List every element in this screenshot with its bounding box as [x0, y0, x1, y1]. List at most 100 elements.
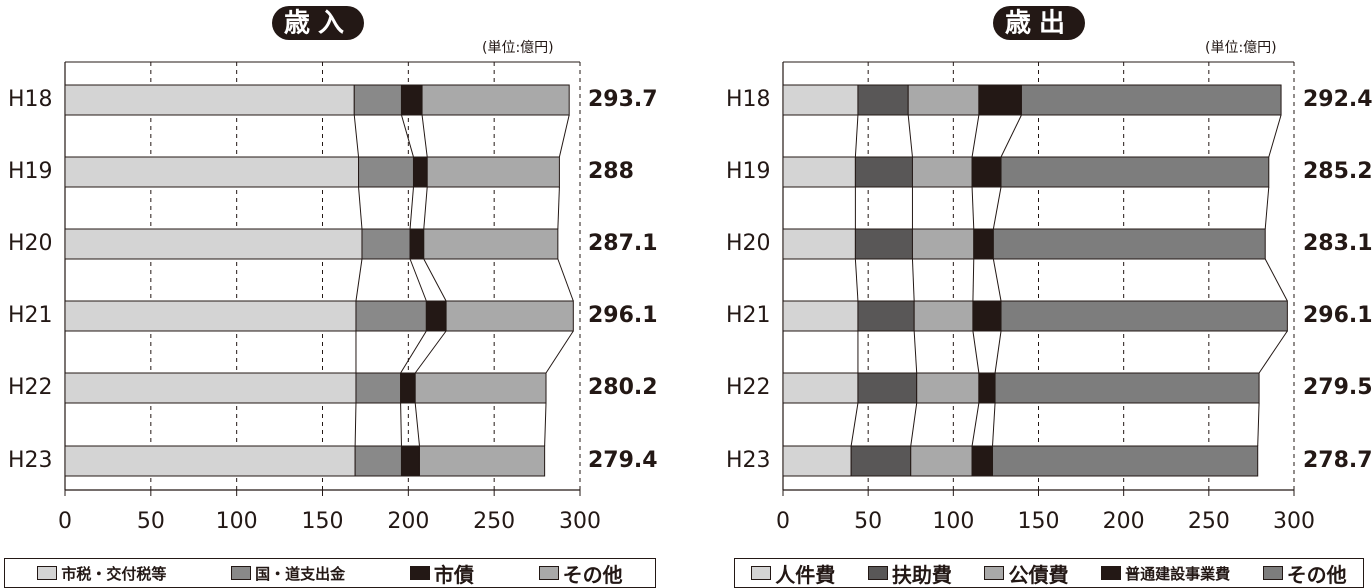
bar-segment: [1000, 156, 1270, 188]
total-label: 279.4: [588, 448, 658, 473]
connector-line: [972, 330, 980, 374]
bar-segment: [994, 372, 1260, 404]
legend-label: その他: [1286, 562, 1347, 587]
bar-segment: [911, 156, 973, 188]
connector-line: [423, 258, 447, 302]
connector-line: [1264, 186, 1270, 230]
connector-line: [414, 330, 447, 374]
category-label: H23: [726, 448, 771, 473]
connector-line: [557, 258, 574, 302]
bar-segment: [64, 84, 355, 116]
category-label: H22: [726, 375, 771, 400]
legend-swatch: [867, 566, 888, 580]
connector-line: [409, 186, 414, 230]
bar-segment: [911, 228, 975, 260]
category-label: H18: [8, 87, 53, 112]
legend-swatch: [37, 566, 58, 580]
connector-line: [910, 402, 918, 447]
connector-line: [854, 114, 859, 158]
revenue-chart: 歳入 (単位:億円) 0 50 100 150 200 250 300 H18 293.7 H19 28…: [8, 6, 658, 534]
connector-line: [911, 258, 915, 302]
connector-line: [557, 186, 560, 230]
bar-segment: [355, 300, 427, 332]
bar-segment: [854, 156, 913, 188]
bar-segment: [973, 228, 994, 260]
category-label: H20: [8, 231, 53, 256]
connector-line: [971, 186, 975, 230]
total-label: 285.2: [1303, 159, 1372, 184]
connector-line: [544, 402, 547, 447]
connector-line: [1264, 258, 1288, 302]
bar-segment: [1000, 300, 1288, 332]
x-tick-label: 50: [854, 509, 882, 534]
bar-segment: [400, 84, 423, 116]
x-tick-label: 200: [387, 509, 429, 534]
legend-item: 人件費: [751, 559, 835, 588]
connector-line: [994, 330, 1002, 374]
category-label: H19: [8, 159, 53, 184]
total-label: 279.5: [1303, 375, 1372, 400]
bar-segment: [353, 84, 402, 116]
x-tick-label: 250: [473, 509, 515, 534]
legend-swatch: [751, 566, 772, 580]
legend-label: 普通建設事業費: [1125, 564, 1231, 583]
bar-segment: [355, 372, 402, 404]
bar-segment: [425, 300, 447, 332]
bar-segment: [992, 228, 1266, 260]
connector-line: [1257, 402, 1260, 447]
connector-line: [992, 402, 996, 447]
legend-label: 国・道支出金: [255, 564, 346, 583]
total-label: 296.1: [588, 303, 658, 328]
bar-segment: [423, 228, 559, 260]
chart-title: 歳出: [1005, 9, 1073, 39]
bar-segment: [913, 300, 974, 332]
category-label: H22: [8, 375, 53, 400]
legend-swatch: [984, 566, 1005, 580]
x-tick-label: 0: [776, 509, 790, 534]
bar-segment: [358, 156, 414, 188]
x-tick-label: 150: [1018, 509, 1060, 534]
bar-segment: [992, 445, 1259, 477]
bar-segment: [978, 372, 996, 404]
bar-segment: [916, 372, 980, 404]
connector-line: [358, 186, 363, 230]
bar-segment: [971, 445, 994, 477]
category-label: H21: [8, 303, 53, 328]
bar-segment: [910, 445, 973, 477]
x-tick-label: 0: [58, 509, 72, 534]
legend-item: 市債: [409, 559, 474, 588]
connector-line: [545, 330, 574, 374]
category-label: H21: [726, 303, 771, 328]
connector-line: [992, 186, 1002, 230]
connector-line: [409, 258, 427, 302]
connector-line: [972, 258, 975, 302]
bar-segment: [857, 372, 918, 404]
bar-segment: [782, 372, 859, 404]
total-label: 292.4: [1303, 87, 1372, 112]
legend-label: 市税・交付税等: [61, 564, 167, 583]
category-label: H19: [726, 159, 771, 184]
x-tick-label: 100: [216, 509, 258, 534]
connector-line: [421, 114, 428, 158]
unit-label: (単位:億円): [1205, 40, 1277, 56]
legend-label: 人件費: [775, 562, 836, 587]
legend-item: 公債費: [984, 559, 1068, 588]
bar-segment: [782, 156, 856, 188]
total-label: 287.1: [588, 231, 658, 256]
connector-line: [854, 258, 859, 302]
bar-segment: [1020, 84, 1282, 116]
connector-line: [1268, 114, 1282, 158]
bar-segment: [907, 84, 980, 116]
connector-line: [353, 114, 360, 158]
bar-segment: [64, 372, 357, 404]
x-tick-label: 300: [1273, 509, 1315, 534]
bar-segment: [782, 84, 859, 116]
bar-segment: [978, 84, 1022, 116]
connector-line: [400, 402, 402, 447]
bar-segment: [418, 445, 546, 477]
category-label: H18: [726, 87, 771, 112]
connector-line: [1000, 114, 1022, 158]
bar-segment: [361, 228, 411, 260]
bar-segment: [782, 300, 859, 332]
